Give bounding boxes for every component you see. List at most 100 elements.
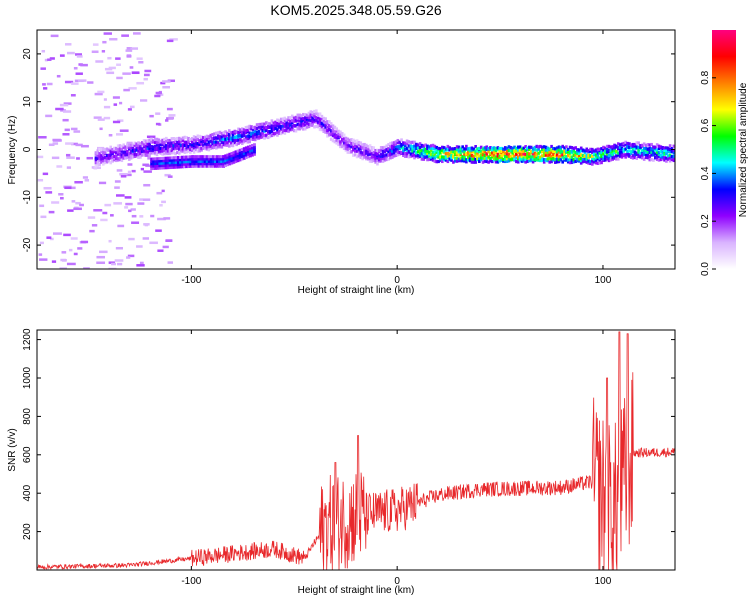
spectrogram-cell xyxy=(470,160,474,164)
spectrogram-cell xyxy=(615,144,618,148)
spectrogram-cell xyxy=(181,158,184,162)
spectrogram-cell xyxy=(102,156,105,161)
spectrogram-cell xyxy=(199,157,203,161)
spectrogram-cell xyxy=(157,143,161,147)
spectrogram-cell xyxy=(589,147,592,151)
spectrogram-cell xyxy=(346,144,350,149)
spectrogram-cell xyxy=(437,151,440,155)
spectrogram-cell xyxy=(218,143,222,147)
spectrogram-cell xyxy=(570,149,574,153)
spectrogram-noise-cell xyxy=(91,224,98,227)
spectrogram-cell xyxy=(494,151,498,155)
spectrogram-cell xyxy=(507,145,511,149)
spectrogram-cell xyxy=(253,133,257,137)
spectrogram-cell xyxy=(483,147,487,152)
spectrogram-noise-cell xyxy=(64,80,74,84)
spectrogram-cell xyxy=(468,154,472,158)
spectrogram-cell xyxy=(409,144,413,148)
spectrogram-cell xyxy=(589,154,592,158)
spectrogram-cell xyxy=(359,152,363,156)
spectrogram-cell xyxy=(94,164,98,168)
spectrogram-cell xyxy=(218,159,221,163)
spectrogram-cell xyxy=(494,157,498,161)
spectrogram-cell xyxy=(211,137,214,141)
spectrogram-cell xyxy=(185,140,188,144)
spectrogram-cell xyxy=(276,130,279,134)
spectrogram-cell xyxy=(337,135,340,139)
spectrogram-cell xyxy=(500,146,503,151)
spectrogram-cell xyxy=(513,149,516,153)
spectrogram-cell xyxy=(239,134,242,138)
spectrogram-cell xyxy=(618,150,622,155)
spectrogram-noise-cell xyxy=(109,37,118,41)
spectrogram-cell xyxy=(355,139,359,143)
spectrogram-cell xyxy=(426,149,429,153)
spectrogram-cell xyxy=(452,160,455,164)
spectrogram-cell xyxy=(159,139,163,144)
spectrogram-cell xyxy=(368,149,372,153)
spectrogram-cell xyxy=(309,110,313,114)
spectrogram-cell xyxy=(239,128,242,132)
spectrogram-cell xyxy=(433,150,437,154)
spectrogram-cell xyxy=(146,142,150,146)
spectrogram-cell xyxy=(524,152,527,156)
spectrogram-cell xyxy=(200,137,203,141)
spectrogram-cell xyxy=(572,146,576,151)
spectrogram-cell xyxy=(137,155,140,159)
spectrogram-cell xyxy=(222,155,226,159)
spectrogram-cell xyxy=(663,158,666,162)
spectrogram-cell xyxy=(376,152,379,156)
spectrogram-cell xyxy=(579,146,583,150)
spectrogram-cell xyxy=(429,157,433,161)
spectrogram-cell xyxy=(274,126,277,131)
spectrogram-cell xyxy=(433,156,437,160)
spectrogram-cell xyxy=(213,155,217,159)
spectrogram-cell xyxy=(655,143,659,147)
spectrogram-cell xyxy=(285,120,289,125)
spectrogram-cell xyxy=(668,156,672,160)
spectrogram-cell xyxy=(555,153,559,157)
spectrogram-noise-cell xyxy=(84,179,90,182)
spectrogram-noise-cell xyxy=(50,34,59,38)
spectrogram-cell xyxy=(566,160,570,164)
spectrogram-cell xyxy=(193,162,197,166)
spectrogram-noise-cell xyxy=(126,47,133,50)
spectrogram-cell xyxy=(613,146,616,150)
spectrogram-cell xyxy=(211,164,215,168)
spectrogram-cell xyxy=(179,143,183,147)
spectrogram-cell xyxy=(355,145,359,149)
spectrogram-cell xyxy=(329,131,333,135)
spectrogram-cell xyxy=(348,150,351,154)
spectrogram-noise-cell xyxy=(63,233,71,237)
spectrogram-cell xyxy=(109,145,113,149)
spectrogram-cell xyxy=(152,159,156,163)
spectrogram-cell xyxy=(402,151,405,155)
spectrogram-cell xyxy=(524,148,527,153)
spectrogram-cell xyxy=(568,161,572,165)
spectrogram-cell xyxy=(165,144,168,148)
spectrogram-cell xyxy=(195,157,199,161)
spectrogram-cell xyxy=(165,147,168,151)
spectrogram-cell xyxy=(518,149,522,153)
spectrogram-cell xyxy=(422,144,426,148)
spectrogram-cell xyxy=(197,157,201,161)
spectrogram-cell xyxy=(124,155,127,160)
spectrogram-cell xyxy=(390,155,394,159)
spectrogram-cell xyxy=(179,139,183,143)
spectrogram-cell xyxy=(603,149,607,153)
spectrogram-cell xyxy=(524,155,527,159)
spectrogram-cell xyxy=(465,160,468,164)
spectrogram-cell xyxy=(478,154,481,158)
spectrogram-noise-cell xyxy=(154,94,161,98)
spectrogram-cell xyxy=(492,153,496,157)
spectrogram-cell xyxy=(592,157,596,161)
spectrogram-noise-cell xyxy=(39,258,48,261)
spectrogram-noise-cell xyxy=(75,53,83,56)
spectrogram-cell xyxy=(418,151,422,155)
spectrogram-noise-cell xyxy=(143,183,151,187)
spectrogram-cell xyxy=(592,152,596,156)
spectrogram-cell xyxy=(311,110,314,115)
spectrogram-cell xyxy=(189,147,192,152)
spectrogram-cell xyxy=(474,153,477,157)
spectrogram-cell xyxy=(479,149,483,153)
